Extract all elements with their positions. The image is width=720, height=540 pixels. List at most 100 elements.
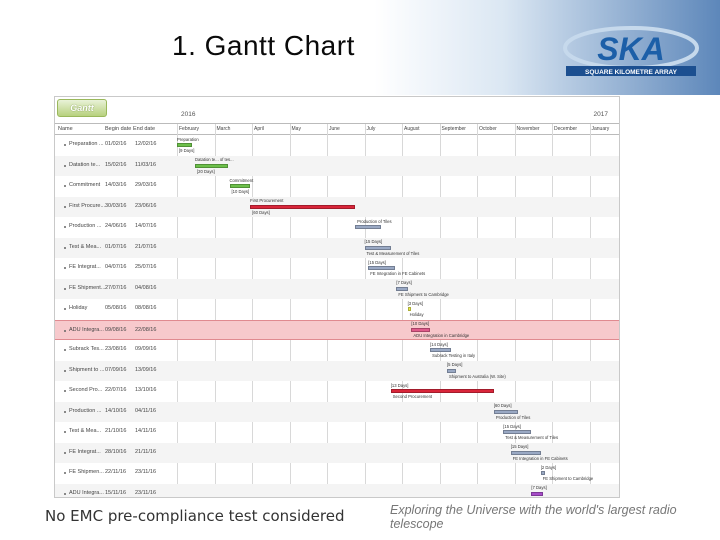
row-expand-icon[interactable]: [64, 308, 66, 310]
ska-logo-subtitle: SQUARE KILOMETRE ARRAY: [585, 69, 678, 76]
task-bar[interactable]: [250, 204, 356, 209]
row-expand-icon[interactable]: [64, 246, 66, 249]
task-bar-label: [7 Days]: [396, 280, 412, 285]
table-row[interactable]: Test & Mea... 01/07/16 21/07/16: [55, 237, 619, 258]
task-begin: 14/10/16: [105, 407, 127, 414]
table-row[interactable]: ADU Integra... 09/08/16 22/08/16: [55, 319, 619, 340]
task-begin: 09/08/16: [105, 326, 127, 333]
task-bar[interactable]: [229, 184, 251, 188]
table-row[interactable]: Holiday 05/08/16 08/08/16: [55, 299, 619, 320]
task-bar[interactable]: [407, 307, 412, 311]
task-bar[interactable]: [390, 389, 494, 393]
month-gridline: [477, 124, 478, 497]
month-label: March: [216, 126, 231, 132]
task-end: 29/03/16: [135, 182, 157, 188]
task-bar[interactable]: [396, 286, 408, 291]
task-bar[interactable]: [510, 450, 541, 455]
row-expand-icon[interactable]: [64, 205, 66, 208]
task-begin: 21/10/16: [105, 428, 127, 434]
task-begin: 05/08/16: [105, 305, 127, 311]
task-bar[interactable]: [540, 471, 545, 475]
row-expand-icon[interactable]: [64, 472, 66, 474]
slide-banner: [0, 0, 720, 95]
task-bar-label: [9 Days]: [179, 148, 195, 153]
task-bar-label: Production of Tiles: [357, 218, 392, 224]
task-bar-label: Shipment to Australia (W. Site): [449, 373, 506, 379]
row-expand-icon[interactable]: [64, 329, 66, 332]
task-end: 21/11/16: [135, 448, 157, 455]
column-name[interactable]: Name: [58, 126, 73, 132]
task-name: FE Shipment...: [69, 284, 106, 291]
task-bar[interactable]: [531, 491, 543, 496]
task-bar-label: FE Shipment to Cambridge: [398, 291, 449, 297]
table-row[interactable]: Shipment to ... 07/09/16 13/09/16: [55, 360, 619, 381]
task-end: 21/07/16: [135, 243, 157, 250]
task-begin: 22/07/16: [105, 387, 127, 393]
task-begin: 24/06/16: [105, 223, 127, 229]
table-row[interactable]: Commitment 14/03/16 29/03/16: [55, 176, 619, 197]
table-row[interactable]: Production ... 24/06/16 14/07/16: [55, 217, 619, 238]
row-expand-icon[interactable]: [64, 349, 66, 351]
task-bar-label: ADU Integration in Cambridge: [413, 332, 470, 338]
table-row[interactable]: Datation te... 15/02/16 11/03/16: [55, 155, 619, 176]
table-row[interactable]: FE Shipmen... 22/11/16 23/11/16: [55, 463, 619, 484]
task-end: 11/03/16: [135, 161, 157, 168]
task-bar[interactable]: [430, 348, 451, 352]
column-begin-date[interactable]: Begin date: [105, 126, 132, 132]
row-expand-icon[interactable]: [64, 164, 66, 167]
row-expand-icon[interactable]: [64, 431, 66, 433]
table-row[interactable]: Preparation ... 01/02/16 12/02/16: [55, 135, 619, 156]
table-row[interactable]: Production ... 14/10/16 04/11/16: [55, 401, 619, 422]
row-expand-icon[interactable]: [64, 451, 66, 454]
month-label: August: [404, 126, 420, 132]
task-bar[interactable]: [177, 143, 192, 147]
month-gridline: [552, 124, 553, 497]
task-name: First Procure...: [69, 202, 106, 209]
table-row[interactable]: FE Integrat... 04/07/16 25/07/16: [55, 258, 619, 279]
row-expand-icon[interactable]: [64, 410, 66, 413]
month-label: September: [441, 126, 466, 132]
table-row[interactable]: Test & Mea... 21/10/16 14/11/16: [55, 422, 619, 443]
row-expand-icon[interactable]: [64, 390, 66, 392]
month-label: July: [366, 126, 376, 132]
table-row[interactable]: ADU Integra... 15/11/16 23/11/16: [55, 483, 619, 497]
table-row[interactable]: Subrack Tes... 23/08/16 09/09/16: [55, 340, 619, 361]
task-bar[interactable]: [447, 368, 457, 373]
month-gridline: [289, 124, 291, 497]
task-bar[interactable]: [411, 327, 431, 332]
task-bar[interactable]: [195, 163, 228, 168]
row-expand-icon[interactable]: [64, 226, 66, 228]
task-bar[interactable]: [364, 245, 391, 250]
task-bar[interactable]: [355, 225, 382, 229]
task-name: FE Integrat...: [69, 264, 101, 270]
row-expand-icon[interactable]: [64, 267, 66, 269]
task-bar[interactable]: [493, 409, 519, 414]
task-begin: 30/03/16: [105, 202, 127, 209]
month-gridline: [327, 124, 328, 497]
row-expand-icon[interactable]: [64, 492, 66, 495]
task-bar-label: Test & Measurement of Tiles: [505, 435, 559, 440]
column-end-date[interactable]: End date: [133, 126, 156, 132]
task-bar-label: Commitment: [229, 177, 254, 183]
row-expand-icon[interactable]: [64, 369, 66, 372]
task-begin: 07/09/16: [105, 366, 127, 373]
task-bar[interactable]: [503, 430, 532, 434]
task-bar[interactable]: [368, 266, 395, 270]
task-end: 14/07/16: [135, 223, 157, 229]
row-expand-icon[interactable]: [64, 185, 66, 187]
task-name: FE Shipmen...: [69, 469, 104, 475]
table-row[interactable]: Second Pro... 22/07/16 13/10/16: [55, 381, 619, 402]
task-bar-label: Preparation: [177, 136, 199, 142]
task-begin: 15/11/16: [105, 489, 127, 496]
task-bar-label: FE Integration in FE Cabinets: [512, 455, 568, 461]
task-name: Test & Mea...: [69, 428, 102, 434]
task-bar-label: [10 Days]: [231, 189, 250, 194]
table-row[interactable]: FE Shipment... 27/07/16 04/08/16: [55, 278, 619, 299]
table-row[interactable]: FE Integrat... 28/10/16 21/11/16: [55, 442, 619, 463]
task-bar-label: [15 Days]: [503, 423, 521, 429]
row-expand-icon[interactable]: [64, 144, 66, 146]
task-bar-label: [7 Days]: [531, 485, 547, 490]
task-begin: 01/07/16: [105, 243, 127, 250]
task-begin: 15/02/16: [105, 161, 127, 168]
row-expand-icon[interactable]: [64, 287, 66, 290]
